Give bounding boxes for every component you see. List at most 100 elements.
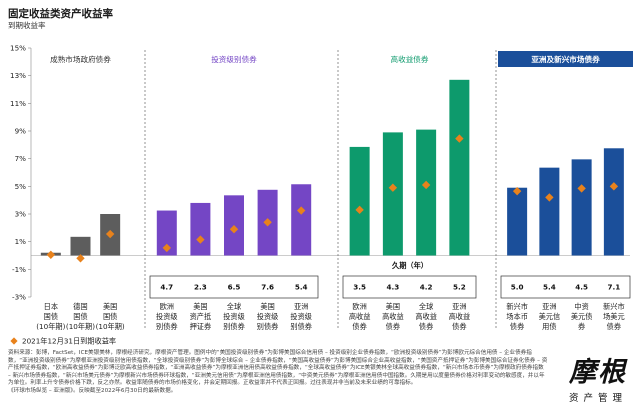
bar [349,146,370,256]
yield-2021-marker [388,183,398,192]
yield-2021-marker [76,254,85,263]
yield-2021-marker [229,225,239,234]
category-label: (10年期) [66,322,95,331]
category-label: 亚洲 [542,302,556,311]
category-label: 场本币 [506,312,528,321]
category-label: 券 [578,322,585,331]
yield-2021-marker [355,205,364,215]
category-label: 亚洲 [452,302,466,311]
footnote-source: 《环球市场纵览 – 亚洲版》。反映截至2022年6月30日的最新数据。 [8,387,177,394]
category-label: 场美元 [603,312,625,321]
y-tick-label: 15% [10,44,26,53]
bar [539,167,560,256]
duration-box [149,275,319,299]
group-header: 高收益债券 [391,54,429,64]
bar [603,148,624,256]
yield-2021-marker [577,184,586,193]
category-label: 投资级 [257,312,279,321]
category-label: 美国 [260,302,274,311]
category-label: 债券 [452,322,466,331]
y-tick-label: -3% [12,293,26,302]
category-label: 美元债 [571,312,593,321]
footnote: 资料来源：彭博，FactSet，ICE美银美林，摩根经济研究，摩根资产管理。图例… [8,350,548,396]
bar [156,210,177,256]
yield-2021-marker [421,180,431,190]
jpmorgan-logo: 摩根 资产管理 [556,356,640,420]
yield-2021-marker [46,250,56,260]
category-label: 国债 [44,312,58,321]
category-label: 债券 [352,322,366,331]
category-label: 债券 [510,322,524,331]
y-tick-label: 1% [15,237,27,246]
category-label: 全球 [419,302,433,311]
duration-box [500,275,631,299]
category-label: 欧洲 [160,302,174,311]
category-label: 日本 [44,302,58,311]
duration-value: 5.4 [543,283,556,292]
page-subtitle: 到期收益率 [8,21,46,30]
category-label: 亚洲 [294,302,308,311]
duration-value: 5.4 [295,283,308,292]
category-label: 别债券 [156,322,178,331]
page-title: 固定收益类资产收益率 [8,8,113,20]
legend-marker [10,337,18,345]
y-tick-label: 3% [15,210,27,219]
bar [416,129,437,256]
yield-2021-marker [512,186,522,196]
category-label: 高收益 [449,312,471,321]
duration-value: 5.0 [511,283,524,292]
yield-2021-marker [297,206,306,215]
category-label: 押证券 [190,322,212,331]
y-tick-label: 13% [10,71,26,80]
duration-value: 4.5 [575,283,588,292]
bar [382,132,403,256]
y-tick-label: 9% [15,127,27,136]
group-header: 亚洲及新兴市场债券 [531,54,600,64]
duration-title: 久期（年） [392,261,428,270]
duration-value: 7.1 [608,283,621,292]
group-header-bg [498,51,633,67]
yield-2021-marker [162,243,171,253]
y-tick-label: 7% [15,154,27,163]
category-label: 新兴市 [603,302,625,311]
yield-2021-marker [545,193,554,202]
category-label: 别债券 [290,322,312,331]
category-label: 用债 [542,322,556,331]
bar [571,159,592,256]
duration-value: 5.2 [453,283,466,292]
legend-label: 2021年12月31日到期收益率 [22,337,116,346]
category-label: 欧洲 [352,302,366,311]
logo-main-text: 摩根 [569,357,627,388]
yield-2021-marker [609,182,619,191]
duration-value: 4.3 [387,283,400,292]
group-header: 投资级别债券 [211,54,257,64]
duration-value: 2.3 [194,283,207,292]
yield-2021-marker [196,235,205,244]
category-label: 投资级 [156,312,178,321]
category-label: 国债 [103,312,117,321]
category-label: 债券 [607,322,621,331]
category-label: 资产抵 [190,312,212,321]
duration-value: 7.6 [261,283,274,292]
footnote-text: 资料来源：彭博，FactSet，ICE美银美林，摩根经济研究，摩根资产管理。图例… [8,350,548,387]
category-label: 高收益 [349,312,371,321]
duration-box [342,275,477,299]
category-label: 别债券 [223,322,245,331]
category-label: 高收益 [415,312,437,321]
category-label: 美元信 [539,312,561,321]
category-label: (10年期) [96,322,125,331]
bar [507,187,528,256]
category-label: 国债 [73,312,87,321]
category-label: 投资级 [290,312,312,321]
category-label: 德国 [73,302,87,311]
category-label: 高收益 [382,312,404,321]
group-header: 成熟市场政府债券 [50,54,111,64]
logo-sub-text: 资产管理 [568,393,627,404]
category-label: (10年期) [36,322,65,331]
y-tick-label: -1% [12,265,26,274]
category-label: 投资级 [223,312,245,321]
duration-value: 6.5 [228,283,241,292]
category-label: 美国 [386,302,400,311]
category-label: 全球 [227,302,241,311]
duration-value: 4.7 [160,283,173,292]
